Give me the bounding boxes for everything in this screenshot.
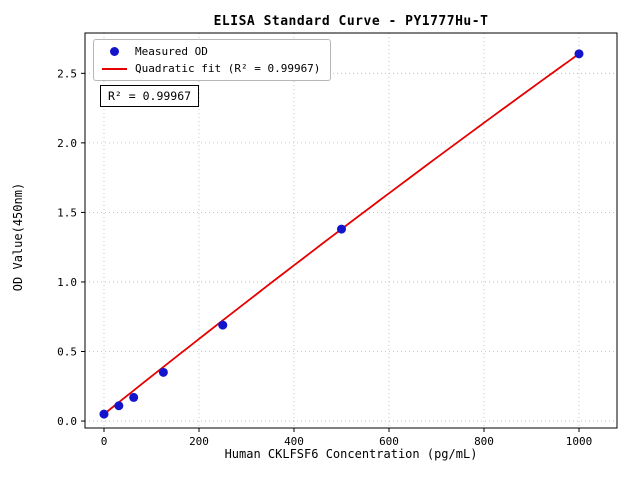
x-tick-label: 1000 (566, 435, 593, 448)
x-axis-label: Human CKLFSF6 Concentration (pg/mL) (224, 447, 478, 461)
x-tick-label: 0 (101, 435, 108, 448)
y-tick-label: 1.5 (57, 206, 77, 219)
y-tick-label: 2.5 (57, 67, 77, 80)
legend-label-quadratic-fit: Quadratic fit (R² = 0.99967) (135, 62, 321, 75)
r-squared-annotation: R² = 0.99967 (100, 85, 200, 107)
plot-frame (84, 32, 618, 429)
y-tick-label: 2.0 (57, 137, 77, 150)
legend-scatter-marker (110, 47, 119, 56)
measured-od-point (158, 367, 168, 377)
chart-title: ELISA Standard Curve - PY1777Hu-T (213, 14, 489, 29)
measured-od-point (129, 392, 139, 402)
x-tick-label: 800 (474, 435, 494, 448)
measured-od-point (337, 224, 346, 234)
x-tick-label: 600 (379, 435, 399, 448)
measured-od-point (218, 320, 228, 330)
measured-od-point (114, 401, 124, 411)
measured-od-point (574, 49, 584, 59)
y-tick-label: 1.0 (57, 276, 77, 289)
x-tick-label: 400 (284, 435, 304, 448)
measured-od-point (99, 409, 109, 419)
quadratic-fit-line (103, 53, 580, 415)
y-tick-label: 0.5 (57, 346, 77, 359)
legend-line-marker (102, 67, 127, 70)
legend: Measured OD Quadratic fit (R² = 0.99967) (93, 39, 332, 81)
legend-label-measured-od: Measured OD (135, 45, 208, 58)
legend-item-measured-od: Measured OD (102, 45, 320, 58)
x-tick-label: 200 (189, 435, 209, 448)
y-tick-label: 0.0 (57, 415, 77, 428)
legend-item-quadratic-fit: Quadratic fit (R² = 0.99967) (102, 62, 320, 75)
